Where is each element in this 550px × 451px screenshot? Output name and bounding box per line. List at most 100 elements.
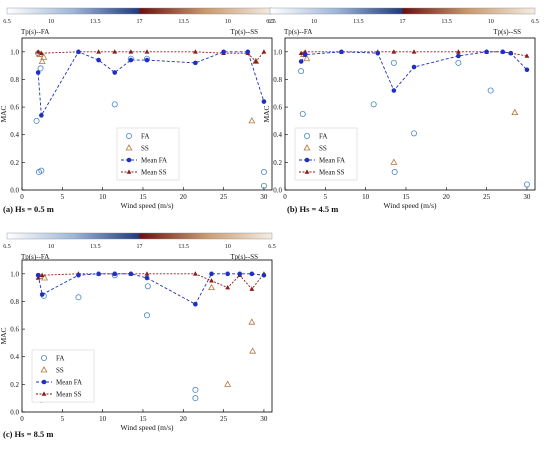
legend: FA SS Mean FA Mean SS bbox=[294, 127, 358, 181]
mean-fa-marker bbox=[411, 64, 417, 70]
legend-fa-symbol bbox=[126, 132, 133, 139]
colorbar-tick-label: 17 bbox=[400, 19, 406, 25]
ss-point bbox=[40, 53, 48, 60]
x-tick-label: 25 bbox=[483, 193, 491, 201]
mean-fa-marker bbox=[339, 49, 344, 55]
fa-point bbox=[523, 181, 530, 188]
mean-ss-marker bbox=[35, 49, 41, 54]
y-tick-label: 0.2 bbox=[10, 159, 19, 167]
mean-fa-marker bbox=[524, 67, 530, 73]
mean-fa-marker bbox=[128, 57, 134, 63]
y-tick-label: 1.0 bbox=[273, 48, 282, 56]
y-tick-label: 0.0 bbox=[10, 187, 19, 195]
chart-panel-b: 6.5 10 13.5 17 13.5 10 6.5 Tp(s)--FA Tp(s)--SS 0.… bbox=[262, 7, 539, 214]
colorbar bbox=[6, 232, 273, 240]
fa-point bbox=[487, 87, 494, 94]
legend-label: FA bbox=[319, 133, 327, 141]
colorbar-tick-label: 17 bbox=[137, 244, 143, 250]
legend-mean-fa-symbol bbox=[126, 157, 132, 163]
x-axis-label: Wind speed (m/s) bbox=[120, 201, 174, 210]
mean-ss-marker bbox=[391, 49, 397, 54]
fa-point bbox=[411, 130, 418, 137]
mean-fa-marker bbox=[76, 49, 81, 55]
fa-point bbox=[144, 283, 151, 290]
ss-point bbox=[252, 57, 260, 64]
y-tick-label: 0.6 bbox=[273, 104, 282, 112]
mean-fa-marker bbox=[391, 88, 397, 93]
ss-point bbox=[208, 283, 215, 291]
colorbar bbox=[6, 7, 273, 15]
y-axis-label: MAC bbox=[0, 327, 8, 344]
y-tick-label: 0.0 bbox=[273, 187, 282, 195]
legend-label: FA bbox=[56, 355, 64, 363]
mean-fa-marker bbox=[245, 49, 251, 55]
legend: FA SS Mean FA Mean SS bbox=[31, 349, 95, 403]
mean-ss-marker bbox=[144, 49, 150, 54]
legend-fa-symbol bbox=[303, 132, 310, 139]
mean-fa-marker bbox=[128, 271, 134, 277]
plot-frame bbox=[21, 259, 273, 413]
mean-fa-marker bbox=[96, 271, 101, 277]
mean-fa-marker bbox=[221, 49, 226, 55]
mean-fa-line bbox=[37, 51, 265, 117]
plot-frame bbox=[21, 37, 273, 191]
fa-point bbox=[298, 68, 305, 75]
x-tick-label: 20 bbox=[180, 193, 188, 201]
mean-fa-marker bbox=[76, 272, 81, 278]
x-tick-label: 15 bbox=[139, 193, 147, 201]
mean-fa-marker bbox=[456, 53, 461, 59]
fa-point bbox=[260, 182, 267, 189]
x-tick-label: 5 bbox=[61, 415, 65, 423]
colorbar-tick-label: 13.5 bbox=[90, 244, 101, 250]
mean-fa-marker bbox=[144, 275, 150, 281]
ss-point bbox=[224, 380, 232, 387]
legend-label: SS bbox=[141, 145, 149, 153]
mean-fa-marker bbox=[193, 60, 198, 66]
mean-ss-marker bbox=[38, 50, 44, 55]
legend-mean-ss-symbol bbox=[304, 169, 310, 174]
legend-label: Mean SS bbox=[141, 169, 167, 177]
ss-point bbox=[249, 347, 257, 354]
colorbar-tick-label: 6.5 bbox=[268, 244, 276, 250]
colorbar-tick-label: 13.5 bbox=[90, 19, 101, 25]
mean-ss-marker bbox=[411, 49, 417, 54]
y-tick-label: 0.2 bbox=[10, 381, 19, 389]
mean-fa-marker bbox=[375, 50, 381, 56]
colorbar-tick-label: 6.5 bbox=[266, 19, 274, 25]
colorbar-tick-label: 13.5 bbox=[353, 19, 364, 25]
fa-point bbox=[37, 65, 44, 72]
legend: FA SS Mean FA Mean SS bbox=[116, 127, 180, 181]
colorbar-tick-label: 10 bbox=[48, 19, 54, 25]
mean-ss-marker bbox=[192, 271, 198, 276]
y-tick-label: 0.0 bbox=[10, 409, 19, 417]
y-tick-label: 0.4 bbox=[10, 353, 19, 361]
colorbar-left-label: Tp(s)--FA bbox=[284, 28, 312, 36]
colorbar-tick-label: 6.5 bbox=[268, 19, 276, 25]
x-tick-label: 20 bbox=[180, 415, 188, 423]
mean-fa-marker bbox=[500, 49, 506, 55]
mean-ss-marker bbox=[524, 53, 530, 58]
x-axis-label: Wind speed (m/s) bbox=[120, 423, 174, 432]
colorbar-tick-label: 6.5 bbox=[3, 244, 11, 250]
mean-fa-marker bbox=[35, 272, 41, 278]
mean-fa-marker bbox=[298, 59, 304, 64]
mean-fa-marker bbox=[112, 70, 118, 75]
mean-ss-marker bbox=[112, 49, 118, 54]
chart-panel-c: 6.5 10 13.5 17 13.5 10 6.5 Tp(s)--FA Tp(s)--SS 0.… bbox=[0, 232, 276, 439]
y-tick-label: 0.8 bbox=[10, 298, 19, 306]
legend-label: Mean FA bbox=[56, 379, 82, 387]
mean-ss-marker bbox=[455, 49, 461, 54]
fa-point bbox=[192, 386, 199, 393]
mean-ss-line bbox=[37, 51, 265, 63]
mean-ss-marker bbox=[209, 278, 214, 283]
mean-ss-marker bbox=[225, 285, 231, 290]
x-tick-label: 10 bbox=[99, 193, 107, 201]
mean-fa-marker bbox=[144, 57, 150, 63]
legend-label: SS bbox=[319, 145, 327, 153]
mean-ss-marker bbox=[35, 275, 41, 280]
mean-fa-marker bbox=[39, 113, 44, 118]
fa-point bbox=[260, 169, 267, 176]
mean-fa-marker bbox=[261, 99, 267, 104]
mean-fa-marker bbox=[508, 50, 514, 56]
